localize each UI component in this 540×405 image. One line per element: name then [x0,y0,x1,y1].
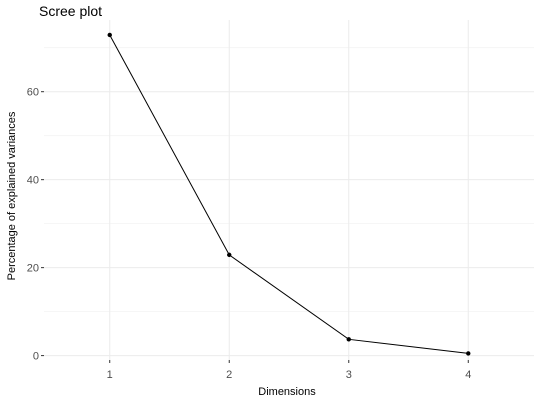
x-axis-label: Dimensions [258,386,316,398]
series-points [107,32,471,356]
y-tick-label: 60 [27,87,39,99]
x-tick-label: 1 [107,369,113,381]
y-tick-label: 0 [33,351,39,363]
x-axis: 1 2 3 4 [107,360,471,381]
grid-minor [44,47,534,313]
series-line [109,34,469,354]
data-point [466,351,471,356]
data-point [107,32,112,38]
series-group [107,32,471,356]
grid-major [44,20,534,360]
y-axis: 0 20 40 60 [27,87,44,363]
data-point [346,337,351,342]
x-tick-label: 4 [465,369,471,381]
x-tick-label: 2 [226,369,232,381]
y-tick-label: 40 [27,175,39,187]
y-axis-label: Percentage of explained variances [6,111,18,280]
x-tick-label: 3 [346,369,352,381]
chart-title: Scree plot [39,3,102,19]
data-point [227,252,232,258]
y-tick-label: 20 [27,263,39,275]
